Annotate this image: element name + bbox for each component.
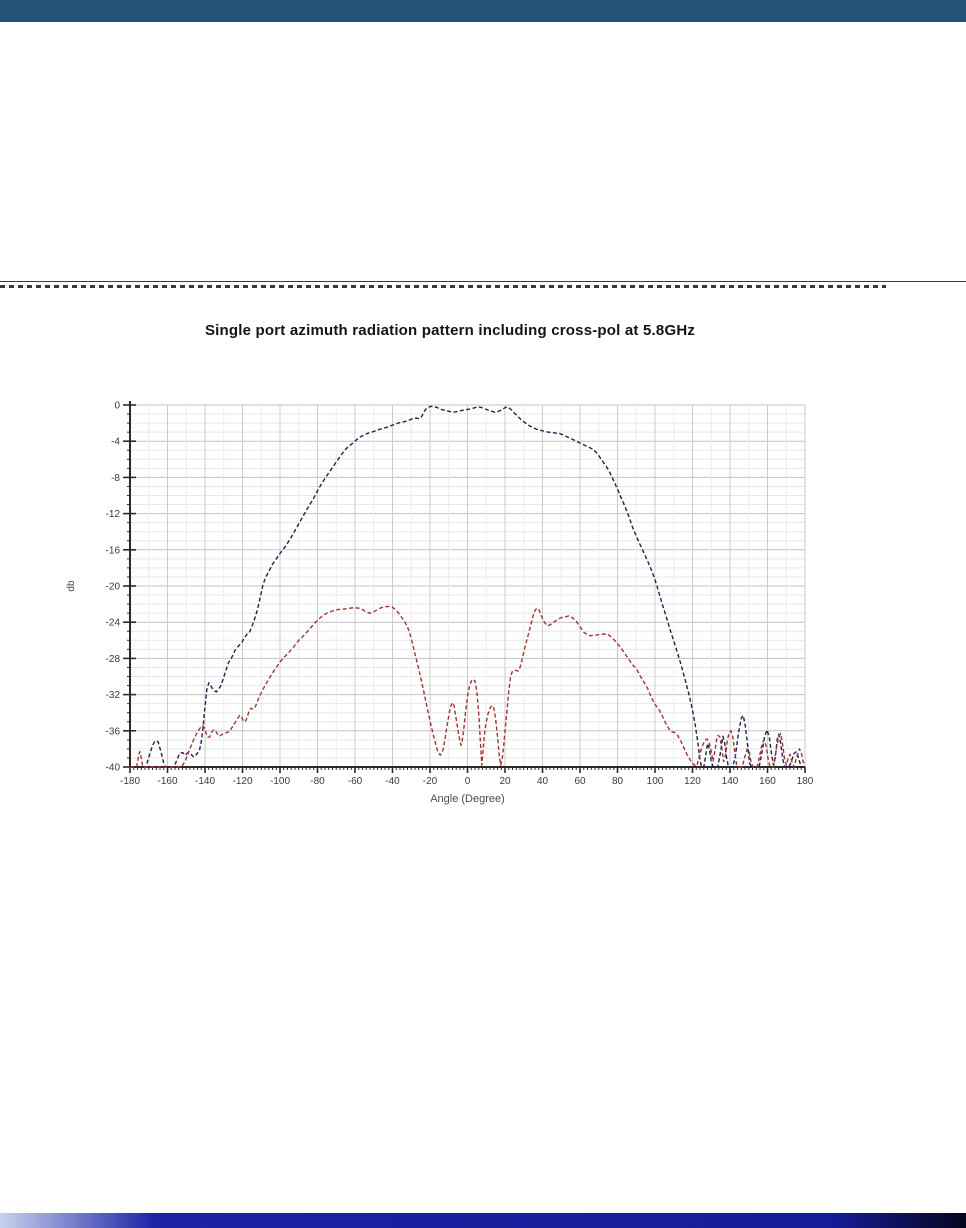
svg-text:-100: -100	[270, 776, 290, 787]
svg-text:160: 160	[759, 776, 776, 787]
svg-text:-12: -12	[106, 509, 121, 520]
svg-text:-4: -4	[111, 437, 120, 448]
svg-text:-180: -180	[120, 776, 140, 787]
svg-text:-120: -120	[232, 776, 252, 787]
svg-text:0: 0	[114, 401, 120, 412]
svg-text:-140: -140	[195, 776, 215, 787]
radiation-pattern-plot: 0 -4 -8 -12 -16 -20 -24 -28 -32 -36 -40 -180 -160 -14…	[66, 401, 814, 806]
chart-title: Single port azimuth radiation pattern in…	[204, 322, 696, 339]
svg-text:-20: -20	[423, 776, 438, 787]
svg-text:0: 0	[465, 776, 471, 787]
svg-text:-32: -32	[106, 690, 121, 701]
svg-text:-8: -8	[111, 473, 120, 484]
svg-text:80: 80	[612, 776, 624, 787]
svg-text:100: 100	[647, 776, 664, 787]
svg-text:120: 120	[684, 776, 701, 787]
svg-text:-36: -36	[106, 726, 121, 737]
svg-text:-28: -28	[106, 654, 121, 665]
svg-text:-40: -40	[385, 776, 400, 787]
svg-text:60: 60	[574, 776, 586, 787]
svg-text:-24: -24	[106, 618, 121, 629]
svg-text:180: 180	[797, 776, 814, 787]
svg-text:db: db	[66, 580, 77, 592]
svg-text:-16: -16	[106, 545, 121, 556]
svg-text:20: 20	[499, 776, 511, 787]
svg-text:-160: -160	[157, 776, 177, 787]
separator-dashed-line	[0, 285, 886, 288]
svg-text:140: 140	[722, 776, 739, 787]
separator-solid-line	[0, 281, 966, 282]
svg-text:-40: -40	[106, 763, 121, 774]
svg-text:-60: -60	[348, 776, 363, 787]
svg-text:-80: -80	[310, 776, 325, 787]
svg-text:-20: -20	[106, 582, 121, 593]
svg-text:Angle (Degree): Angle (Degree)	[430, 793, 505, 805]
svg-text:40: 40	[537, 776, 549, 787]
footer-bar	[0, 1213, 966, 1228]
header-bar	[0, 0, 966, 22]
radiation-pattern-chart: 0 -4 -8 -12 -16 -20 -24 -28 -32 -36 -40 -180 -160 -14…	[60, 380, 840, 820]
